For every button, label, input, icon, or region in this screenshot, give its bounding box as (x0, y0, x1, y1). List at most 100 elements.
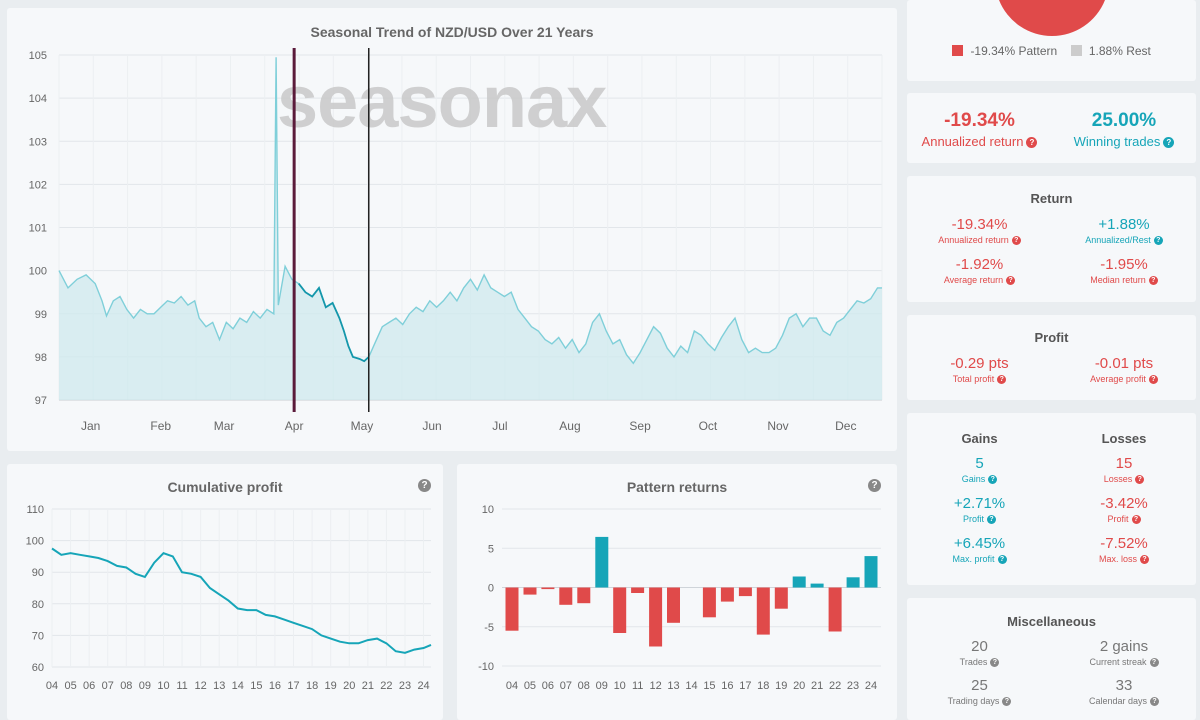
x-tick-label: 14 (232, 680, 244, 692)
return-panel: Return -19.34% Annualized return? +1.88%… (907, 176, 1196, 302)
gains-count-help-icon[interactable]: ? (988, 475, 998, 485)
profit-total-help-icon[interactable]: ? (997, 375, 1007, 385)
month-tick-label: Aug (559, 419, 580, 433)
return-bar[interactable] (774, 587, 788, 609)
x-tick-label: 06 (542, 680, 554, 692)
return-bar[interactable] (631, 587, 645, 594)
return-bar[interactable] (792, 576, 806, 588)
gains-max-value: +6.45% (953, 535, 1006, 552)
losses-profit: -3.42% Profit? (1052, 495, 1196, 525)
x-tick-label: 21 (362, 680, 374, 692)
return-bar[interactable] (613, 587, 627, 634)
gains-count: 5 Gains? (907, 455, 1052, 485)
profit-title: Profit (1034, 330, 1069, 345)
gains-title: Gains (961, 431, 998, 446)
return-bar[interactable] (828, 587, 842, 632)
x-tick-label: 11 (176, 680, 187, 692)
return-median-help-icon[interactable]: ? (1148, 276, 1158, 286)
return-bar[interactable] (864, 556, 878, 588)
x-tick-label: 15 (703, 680, 715, 692)
misc-trades: 20 Trades? (907, 638, 1052, 668)
return-bar[interactable] (523, 587, 537, 595)
return-bar[interactable] (595, 536, 609, 588)
return-average-label: Average return (943, 275, 1004, 285)
x-tick-label: 17 (739, 680, 751, 692)
misc-streak-help-icon[interactable]: ? (1149, 658, 1159, 668)
return-annualized-label: Annualized return (938, 235, 1009, 245)
misc-trading-days-help-icon[interactable]: ? (1002, 697, 1012, 707)
return-bar[interactable] (846, 577, 860, 588)
return-bar[interactable] (559, 587, 573, 605)
losses-max-help-icon[interactable]: ? (1140, 555, 1149, 565)
gains-profit: +2.71% Profit? (907, 495, 1052, 525)
gains-count-label: Gains (961, 474, 986, 484)
winning-help-icon[interactable]: ? (1163, 137, 1175, 149)
annualized-help-icon[interactable]: ? (1026, 137, 1038, 149)
return-bar[interactable] (541, 587, 555, 590)
losses-profit-label: Profit (1107, 514, 1129, 524)
x-tick-label: 07 (560, 680, 572, 692)
losses-title: Losses (1101, 431, 1147, 446)
legend-rest-label[interactable]: 1.88% Rest (1088, 44, 1151, 58)
x-tick-label: 22 (829, 680, 841, 692)
gains-losses-panel: Gains Losses 5 Gains? 15 Losses? +2.71% … (907, 413, 1196, 585)
legend-pattern-label[interactable]: -19.34% Pattern (970, 44, 1058, 58)
y-tick-label: 60 (32, 662, 44, 674)
gains-profit-help-icon[interactable]: ? (987, 515, 996, 525)
x-tick-label: 05 (64, 680, 76, 692)
return-bar[interactable] (738, 587, 752, 597)
gains-max-help-icon[interactable]: ? (997, 555, 1007, 565)
x-tick-label: 09 (139, 680, 151, 692)
x-tick-label: 16 (721, 680, 733, 692)
profit-total-value: -0.29 pts (950, 355, 1009, 372)
misc-calendar-days-help-icon[interactable]: ? (1150, 697, 1160, 707)
cumulative-line (51, 547, 432, 654)
return-median: -1.95% Median return? (1052, 256, 1196, 286)
return-bar[interactable] (667, 587, 680, 623)
cumulative-chart: 60 70 80 90 100 110 04 05 06 07 08 09 10 11 12 13 14 15 1… (26, 504, 432, 692)
annualized-summary-label: Annualized return (921, 134, 1024, 149)
y-tick-label: 5 (488, 543, 494, 555)
x-tick-label: 16 (269, 680, 281, 692)
month-tick-label: May (351, 419, 374, 433)
return-bar[interactable] (810, 583, 824, 588)
losses-profit-help-icon[interactable]: ? (1131, 515, 1141, 525)
y-tick-label: 102 (29, 179, 47, 191)
pie-slice-pattern[interactable] (999, 0, 1105, 37)
x-tick-label: 05 (524, 680, 536, 692)
misc-trades-help-icon[interactable]: ? (990, 658, 1000, 668)
y-tick-label: 70 (32, 630, 44, 642)
losses-count-label: Losses (1103, 474, 1133, 484)
x-tick-label: 04 (46, 680, 58, 692)
misc-trades-label: Trades (959, 657, 988, 667)
legend-rest-swatch (1070, 45, 1082, 56)
misc-panel: Miscellaneous 20 Trades? 2 gains Current… (907, 598, 1196, 720)
return-annualized: -19.34% Annualized return? (907, 216, 1052, 246)
return-bar[interactable] (577, 587, 591, 604)
x-tick-label: 22 (380, 680, 392, 692)
return-bar[interactable] (505, 587, 519, 631)
x-tick-label: 07 (102, 680, 114, 692)
return-annualized-value: -19.34% (951, 216, 1008, 233)
return-annualized-help-icon[interactable]: ? (1011, 236, 1021, 246)
profit-average-help-icon[interactable]: ? (1148, 375, 1158, 385)
profit-average-label: Average profit (1090, 374, 1146, 384)
annualized-summary-value: -19.34% (944, 110, 1015, 131)
misc-streak: 2 gains Current streak? (1052, 638, 1196, 668)
y-tick-label: 100 (29, 266, 47, 278)
pattern-help-icon[interactable]: ? (868, 479, 881, 492)
seasonal-pattern-line (297, 283, 370, 363)
return-rest-help-icon[interactable]: ? (1153, 236, 1163, 246)
return-bar[interactable] (702, 587, 716, 618)
return-bar[interactable] (720, 587, 734, 602)
gains-max: +6.45% Max. profit? (907, 535, 1052, 565)
cumulative-help-icon[interactable]: ? (418, 479, 431, 492)
return-bar[interactable] (756, 587, 770, 635)
losses-count-help-icon[interactable]: ? (1135, 475, 1145, 485)
x-tick-label: 11 (632, 680, 643, 692)
losses-profit-value: -3.42% (1100, 495, 1148, 512)
x-tick-label: 15 (250, 680, 262, 692)
x-tick-label: 10 (157, 680, 169, 692)
return-bar[interactable] (649, 587, 663, 647)
return-average-help-icon[interactable]: ? (1006, 276, 1016, 286)
